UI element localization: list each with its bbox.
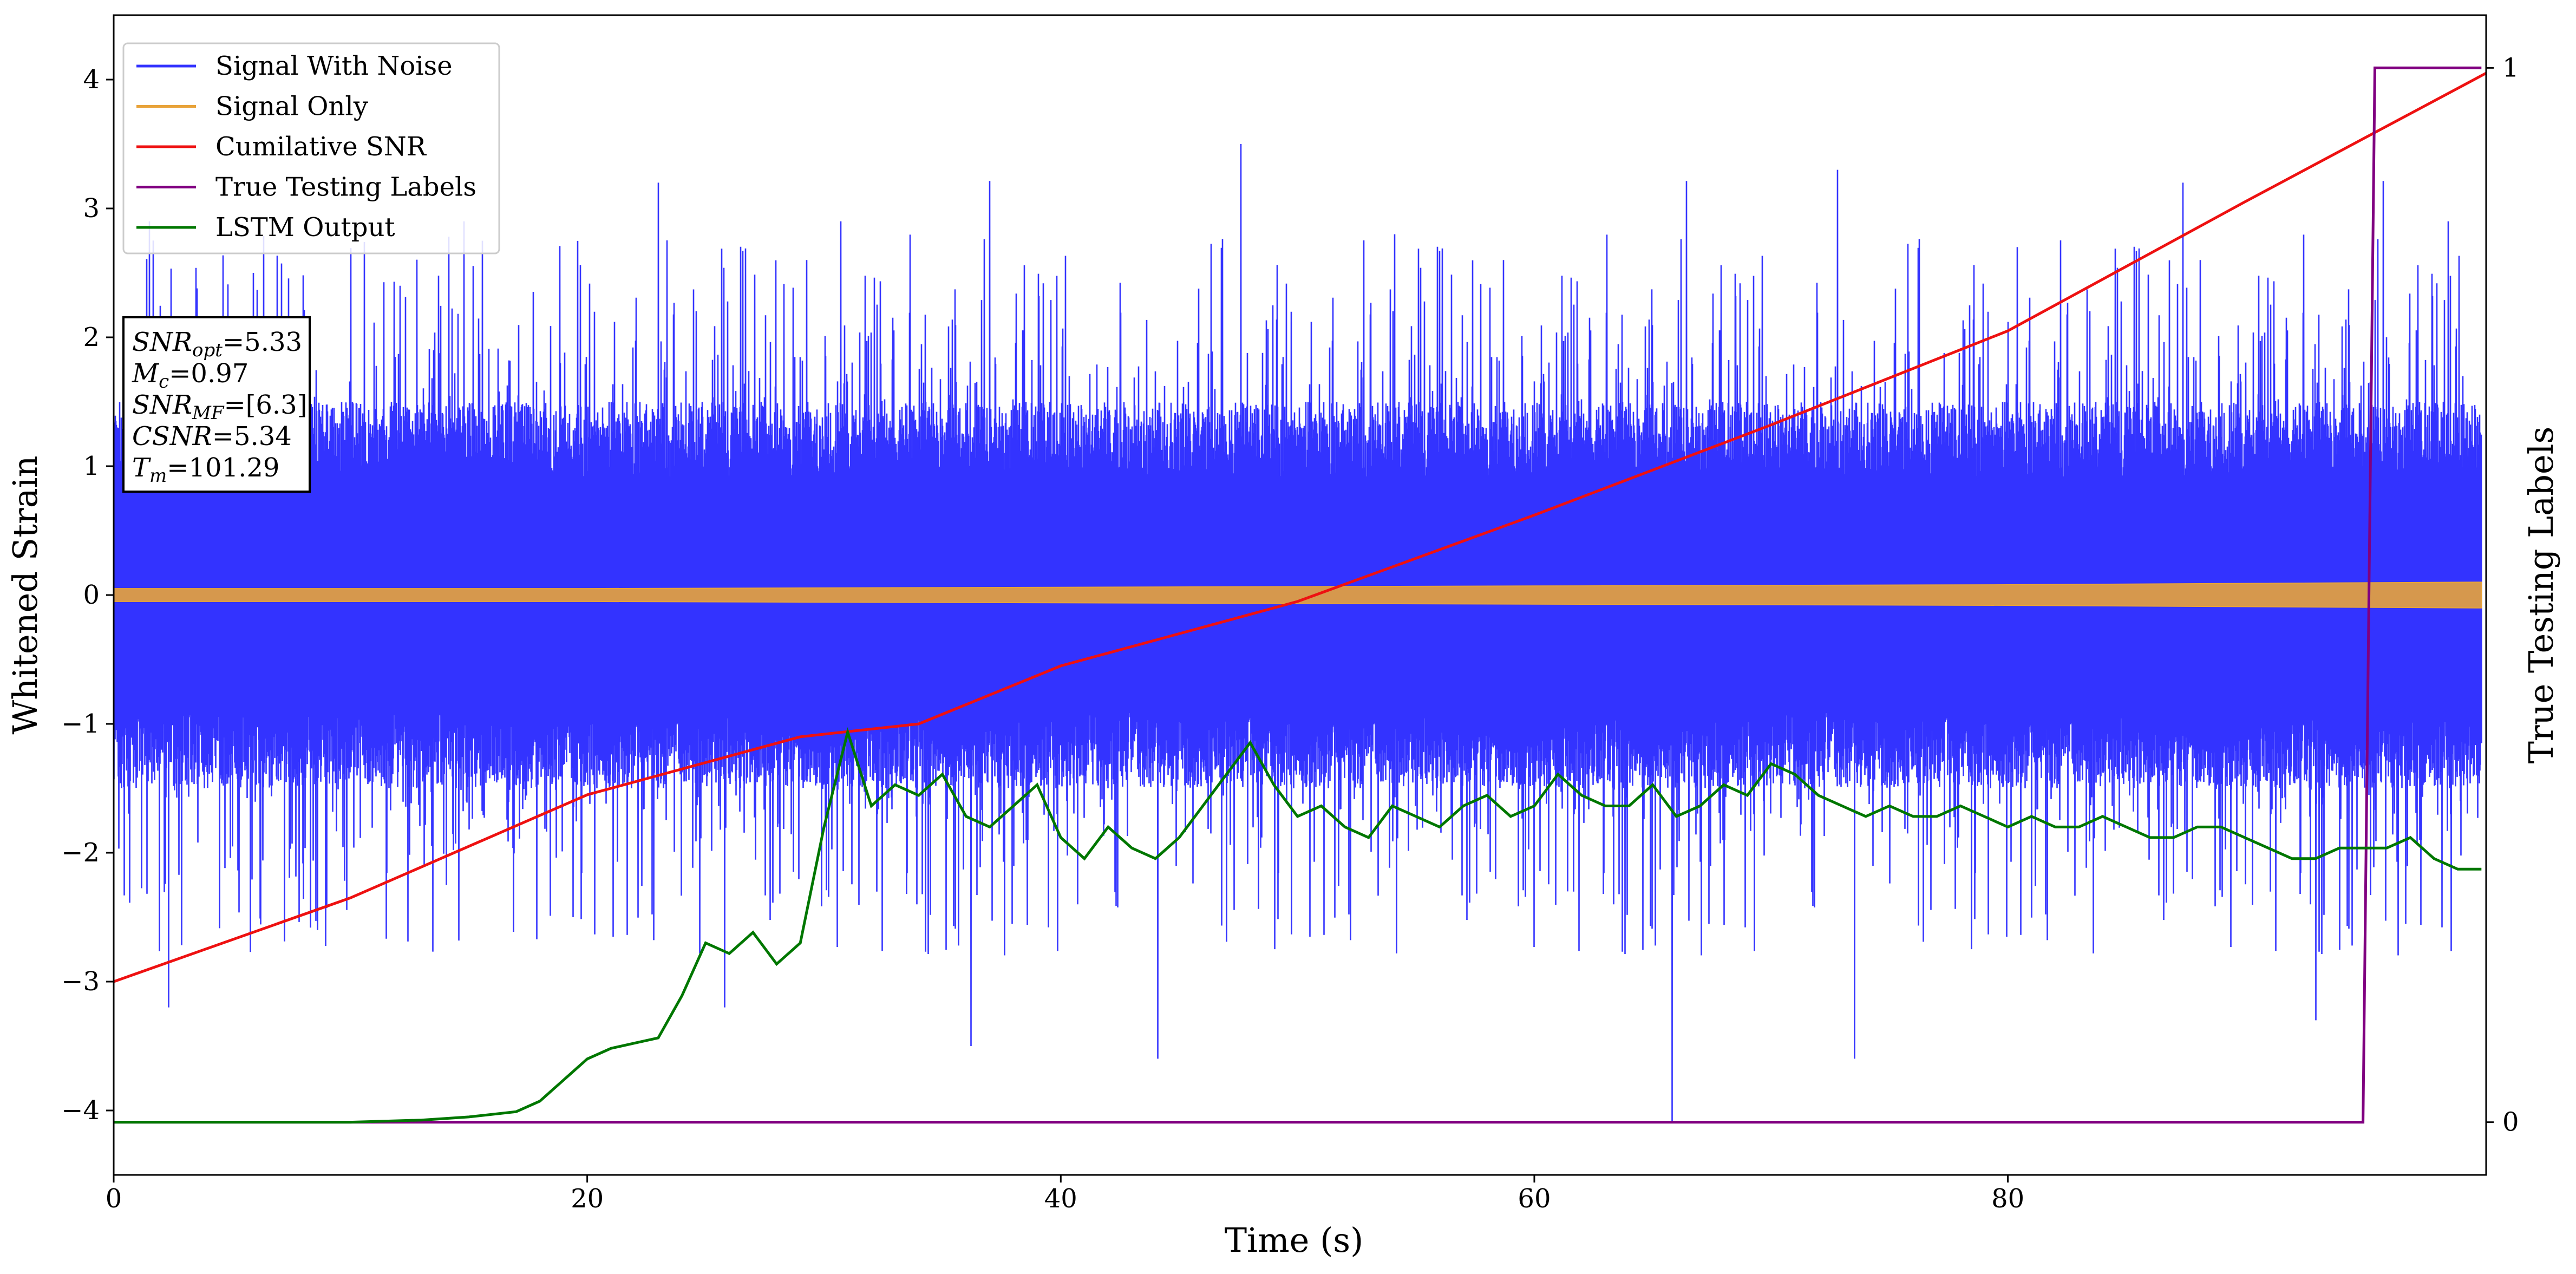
annotation-line: Tm=101.29 — [132, 453, 279, 487]
x-tick-label: 60 — [1518, 1184, 1551, 1214]
x-tick-label: 0 — [106, 1184, 122, 1214]
series-signal-only — [114, 582, 2482, 609]
y-tick-label: −3 — [61, 966, 100, 997]
legend-label: Signal With Noise — [215, 51, 453, 81]
y-tick-label: 4 — [83, 64, 100, 95]
annotation-box — [122, 316, 311, 493]
x-axis-label: Time (s) — [1225, 1220, 1364, 1260]
x-tick-label: 40 — [1044, 1184, 1077, 1214]
x-tick-label: 80 — [1991, 1184, 2024, 1214]
series-true-testing-labels — [114, 66, 2482, 1124]
annotation-line: Mc=0.97 — [132, 358, 249, 393]
y-tick-label: 0 — [83, 580, 100, 610]
y2-tick-label: 1 — [2502, 53, 2519, 83]
y-tick-label: 1 — [83, 451, 100, 481]
y2-tick-label: 0 — [2502, 1107, 2519, 1138]
legend-label: True Testing Labels — [215, 172, 476, 202]
series-lstm-output — [114, 727, 2482, 1124]
series-signal-with-noise — [114, 143, 2482, 1123]
legend: Signal With Noise Signal Only Cumilative S… — [122, 42, 500, 254]
legend-label: Cumilative SNR — [215, 132, 427, 162]
series-cumulative-snr — [114, 71, 2486, 983]
y-tick-label: −1 — [61, 709, 100, 739]
annotation-line: SNRopt=5.33 — [132, 327, 302, 361]
y-tick-label: 3 — [83, 193, 100, 224]
x-tick-label: 20 — [571, 1184, 604, 1214]
legend-label: Signal Only — [215, 92, 368, 122]
parameter-annotation-box: SNRopt=5.33Mc=0.97SNRMF=[6.3]CSNR=5.34Tm… — [122, 316, 311, 493]
annotation-line: CSNR=5.34 — [132, 421, 292, 452]
annotation-line: SNRMF=[6.3] — [132, 390, 307, 424]
y-axis-label: Whitened Strain — [5, 456, 45, 735]
plot-area — [114, 66, 2486, 1124]
legend-box — [122, 42, 500, 254]
y-tick-label: 2 — [83, 322, 100, 352]
y-tick-label: −2 — [61, 838, 100, 868]
y-tick-label: −4 — [61, 1095, 100, 1126]
legend-label: LSTM Output — [215, 212, 395, 243]
y2-axis-label: True Testing Labels — [2521, 427, 2561, 764]
